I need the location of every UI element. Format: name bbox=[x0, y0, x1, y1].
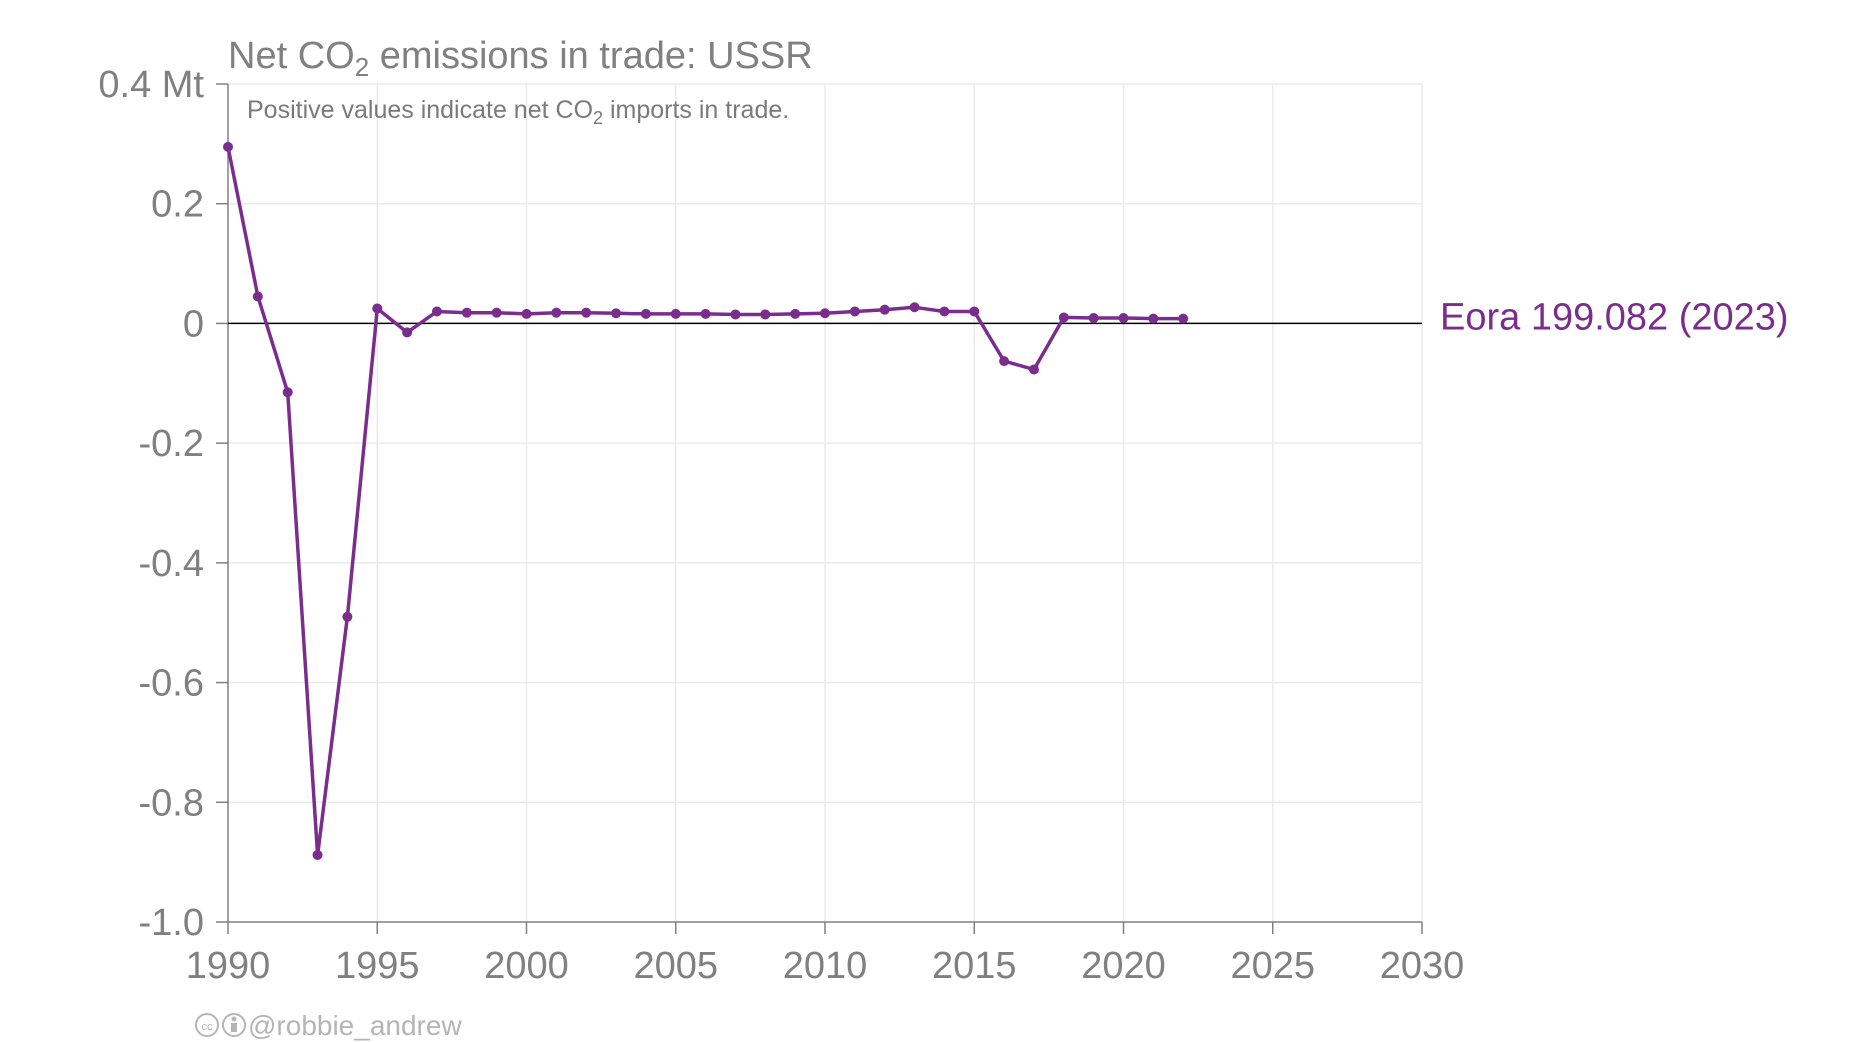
data-point bbox=[431, 306, 442, 317]
x-tick-label: 1990 bbox=[186, 945, 271, 987]
credit: cc @robbie_andrew bbox=[195, 1010, 462, 1041]
y-tick-label: -0.8 bbox=[139, 782, 204, 824]
data-point bbox=[461, 307, 472, 318]
by-icon bbox=[222, 1013, 246, 1037]
x-tick-label: 2005 bbox=[633, 945, 718, 987]
data-point bbox=[640, 308, 651, 319]
data-point bbox=[879, 304, 890, 315]
data-point bbox=[730, 309, 741, 320]
data-point bbox=[551, 307, 562, 318]
data-point bbox=[491, 307, 502, 318]
data-point bbox=[790, 308, 801, 319]
y-tick-label: 0.2 bbox=[151, 184, 204, 226]
y-tick-label: -0.4 bbox=[139, 543, 204, 585]
series bbox=[223, 141, 1189, 860]
y-tick-label: -0.6 bbox=[139, 663, 204, 705]
x-tick-label: 2030 bbox=[1380, 945, 1465, 987]
data-point bbox=[760, 309, 771, 320]
axes bbox=[216, 83, 1423, 934]
chart-subtitle-sub: 2 bbox=[593, 108, 603, 128]
data-point bbox=[252, 291, 263, 302]
data-point bbox=[342, 611, 353, 622]
data-point bbox=[282, 387, 293, 398]
chart-title-suffix: emissions in trade: USSR bbox=[369, 35, 813, 77]
labels: -1.0 -0.8 -0.6 -0.4 -0.2 0 0.2 0.4 Mt 1990 1995 20… bbox=[98, 64, 1788, 987]
cc-icon: cc bbox=[195, 1013, 219, 1037]
data-point bbox=[670, 308, 681, 319]
series-line bbox=[226, 146, 1184, 857]
data-point bbox=[939, 306, 950, 317]
data-point bbox=[402, 327, 413, 338]
chart-title-sub: 2 bbox=[355, 52, 369, 82]
data-point bbox=[1148, 313, 1159, 324]
data-point bbox=[1178, 313, 1189, 324]
data-point bbox=[223, 141, 233, 152]
chart-subtitle: Positive values indicate net CO2 imports… bbox=[247, 96, 789, 128]
x-tick-label: 2025 bbox=[1230, 945, 1315, 987]
data-point bbox=[1028, 364, 1039, 375]
grid bbox=[228, 83, 1423, 922]
data-point bbox=[909, 302, 920, 313]
y-tick-label: 0 bbox=[183, 303, 204, 345]
data-point bbox=[700, 308, 711, 319]
data-point bbox=[611, 308, 622, 319]
chart-title-prefix: Net CO bbox=[228, 35, 355, 77]
chart-subtitle-suffix: imports in trade. bbox=[603, 96, 789, 124]
data-point bbox=[312, 849, 323, 860]
y-tick-label: -0.2 bbox=[139, 423, 204, 465]
data-point bbox=[1058, 312, 1069, 323]
data-point bbox=[1118, 313, 1129, 324]
chart-subtitle-prefix: Positive values indicate net CO bbox=[247, 96, 593, 124]
x-tick-label: 2000 bbox=[484, 945, 569, 987]
data-point bbox=[372, 303, 383, 314]
data-point bbox=[521, 308, 532, 319]
data-point bbox=[581, 307, 592, 318]
data-point bbox=[969, 306, 980, 317]
x-tick-label: 2015 bbox=[932, 945, 1017, 987]
data-point bbox=[849, 306, 860, 317]
series-label: Eora 199.082 (2023) bbox=[1440, 296, 1789, 338]
credit-text: @robbie_andrew bbox=[248, 1010, 462, 1041]
data-point bbox=[1088, 313, 1099, 324]
x-tick-label: 1995 bbox=[335, 945, 420, 987]
y-tick-label: -1.0 bbox=[139, 902, 204, 944]
svg-text:cc: cc bbox=[202, 1021, 214, 1033]
data-point bbox=[999, 356, 1010, 367]
chart-title: Net CO2 emissions in trade: USSR bbox=[228, 35, 813, 82]
x-tick-label: 2010 bbox=[783, 945, 868, 987]
data-point bbox=[820, 308, 830, 319]
y-tick-label: 0.4 Mt bbox=[98, 64, 204, 106]
x-tick-label: 2020 bbox=[1081, 945, 1166, 987]
